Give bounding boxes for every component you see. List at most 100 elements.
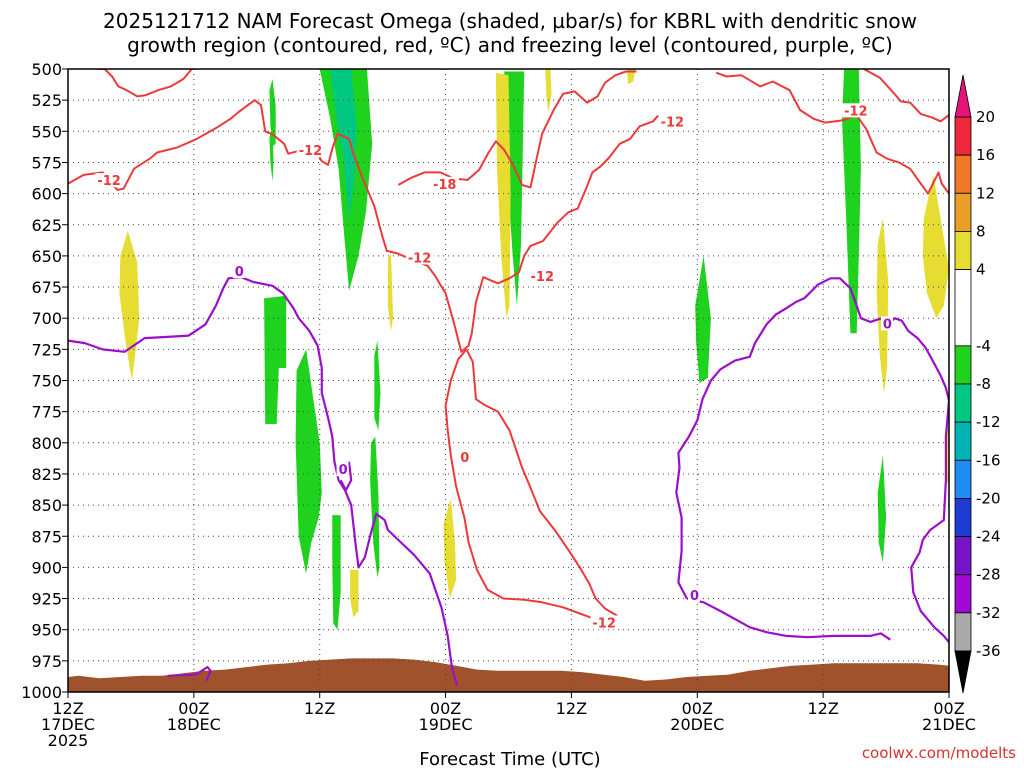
dgz-contour-line <box>68 99 679 353</box>
omega-region <box>443 498 457 599</box>
freezing-contours <box>68 276 949 687</box>
omega-region <box>374 340 381 431</box>
contour-label-bg <box>880 316 893 331</box>
omega-region <box>119 231 140 381</box>
omega-region <box>387 253 394 331</box>
contour-label-bg <box>296 143 325 158</box>
x-tick-label: 12Z <box>304 699 335 718</box>
y-tick-label: 825 <box>31 465 62 484</box>
x-tick-label: 12Z <box>807 699 838 718</box>
x-tick-label: 00Z <box>682 699 713 718</box>
dgz-contour-line <box>863 69 949 123</box>
colorbar-bin <box>954 498 972 537</box>
y-tick-label: 950 <box>31 621 62 640</box>
contour-label: 0 <box>235 265 244 280</box>
y-tick-label: 725 <box>31 340 62 359</box>
colorbar-bin <box>954 383 972 423</box>
x-tick-label: 18DEC <box>167 715 221 734</box>
colorbar-label: -36 <box>976 642 1001 660</box>
terrain <box>68 658 949 692</box>
omega-region <box>842 69 861 334</box>
omega-region <box>370 436 380 578</box>
freezing-contour-line <box>675 277 949 600</box>
x-tick-label: 00Z <box>933 699 964 718</box>
x-tick-label: 21DEC <box>922 715 976 734</box>
x-tick-label: 17DEC <box>41 715 95 734</box>
x-tick-label: 20DEC <box>670 715 724 734</box>
contour-label-bg <box>528 269 557 284</box>
omega-region <box>627 69 636 84</box>
contour-label: -12 <box>844 104 868 119</box>
omega-region <box>269 79 276 147</box>
colorbar-label: -8 <box>976 375 991 393</box>
y-tick-label: 525 <box>31 91 62 110</box>
y-tick-label: 925 <box>31 590 62 609</box>
x-tick-label: 19DEC <box>419 715 473 734</box>
x-tick-label: 12Z <box>52 699 83 718</box>
y-tick-label: 850 <box>31 496 62 515</box>
contour-label: -12 <box>97 174 121 189</box>
x-axis-label: Forecast Time (UTC) <box>419 749 600 768</box>
colorbar-bin <box>954 612 972 652</box>
contour-label: 0 <box>883 317 892 332</box>
colorbar-bin <box>954 345 972 385</box>
omega-region <box>269 125 274 182</box>
x-tick-label: 00Z <box>178 699 209 718</box>
y-tick-label: 500 <box>31 60 62 79</box>
chart-title-line2: growth region (contoured, red, ºC) and f… <box>127 33 893 57</box>
colorbar-bin <box>954 421 972 461</box>
omega-region <box>495 72 511 319</box>
contour-label-bg <box>95 173 124 188</box>
colorbar-bin <box>954 154 972 194</box>
y-axis: 500 525 550 575 600 625 650 675 700 725 750 775 800 8… <box>21 60 68 702</box>
colorbar-label: -28 <box>976 566 1001 584</box>
colorbar-label: 4 <box>976 261 986 279</box>
omega-shading <box>119 69 949 630</box>
omega-region <box>876 218 889 393</box>
x-tick-label: 2025 <box>48 731 89 750</box>
omega-region <box>695 255 711 383</box>
contour-label-bg <box>590 615 619 630</box>
freezing-contour-line <box>167 665 212 682</box>
contour-label: -18 <box>433 178 457 193</box>
y-tick-label: 775 <box>31 403 62 422</box>
contour-label-bg <box>458 449 471 464</box>
contour-label-bg <box>405 250 434 265</box>
colorbar-bin <box>954 459 972 499</box>
freezing-contour-line <box>910 400 949 643</box>
terrain-fill <box>68 658 949 692</box>
omega-region <box>330 69 357 219</box>
omega-region <box>295 349 322 574</box>
y-tick-label: 875 <box>31 527 62 546</box>
colorbar-label: 20 <box>976 108 995 126</box>
contour-label: 0 <box>339 463 348 478</box>
omega-region <box>877 455 887 563</box>
omega-region <box>922 174 949 319</box>
credit-text: coolwx.com/modelts <box>862 744 1016 762</box>
gridlines <box>68 69 949 692</box>
y-tick-label: 900 <box>31 558 62 577</box>
x-tick-label: 00Z <box>430 699 461 718</box>
dgz-contour-line <box>97 69 193 98</box>
dgz-contour-line <box>715 71 871 124</box>
x-tick-label: 12Z <box>556 699 587 718</box>
colorbar-label: -32 <box>976 604 1001 622</box>
omega-region <box>545 69 552 113</box>
y-tick-label: 625 <box>31 216 62 235</box>
colorbar-label: -20 <box>976 489 1001 507</box>
colorbar-label: 8 <box>976 222 986 240</box>
dgz-contour-line <box>444 348 597 621</box>
contour-label-bg <box>687 588 700 603</box>
omega-region <box>264 295 287 425</box>
dgz-contour-line <box>853 112 949 195</box>
freezing-contour-line <box>68 276 459 687</box>
colorbar-bottom-arrow <box>954 650 972 694</box>
omega-region <box>332 515 341 630</box>
y-tick-label: 550 <box>31 122 62 141</box>
y-tick-label: 700 <box>31 309 62 328</box>
y-tick-label: 750 <box>31 372 62 391</box>
colorbar-label: -12 <box>976 413 1001 431</box>
y-tick-label: 575 <box>31 153 62 172</box>
contour-label: -12 <box>661 116 685 131</box>
